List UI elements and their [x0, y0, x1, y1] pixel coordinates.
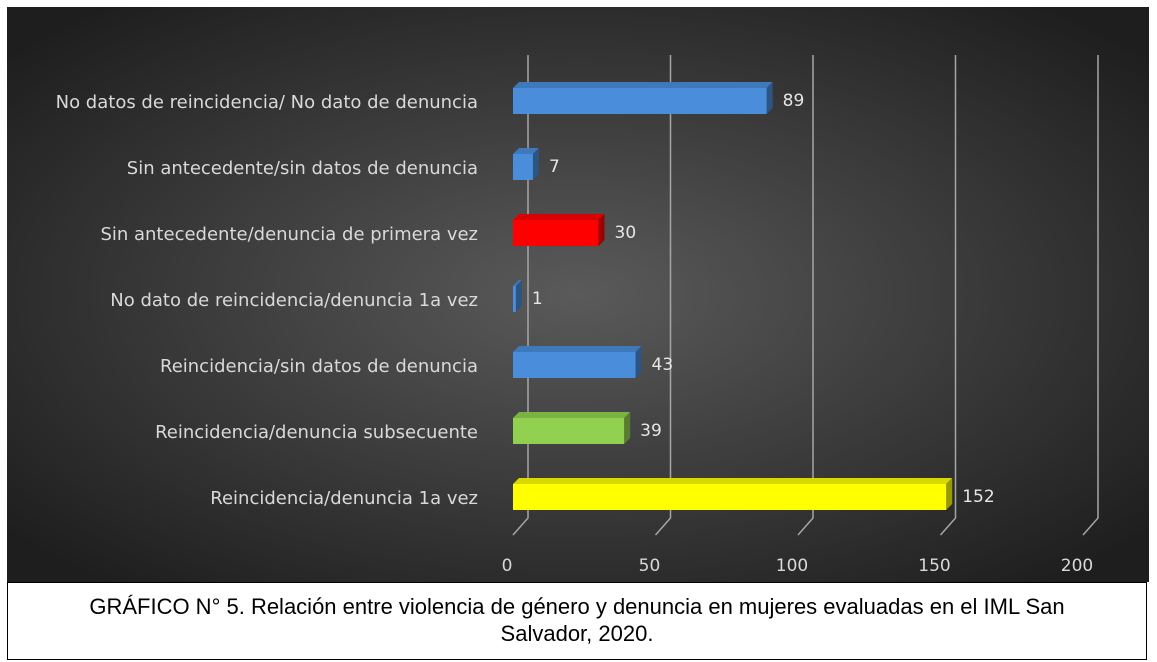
bar-top	[513, 412, 631, 418]
bar-top	[513, 280, 522, 286]
y-tick-label: Reincidencia/denuncia subsecuente	[155, 422, 478, 443]
y-tick-label: Reincidencia/denuncia 1a vez	[210, 488, 478, 509]
value-label: 43	[652, 355, 674, 375]
bar-top	[513, 214, 605, 220]
value-label: 7	[549, 157, 560, 177]
bar	[513, 154, 533, 180]
grid-line	[939, 55, 957, 536]
value-label: 152	[962, 487, 994, 507]
bar-top	[513, 82, 773, 88]
y-tick-label: Sin antecedente/sin datos de denuncia	[127, 158, 478, 179]
bar-side	[635, 346, 642, 378]
bar-top	[513, 478, 953, 484]
chart: 0 50 100 150 200 No datos de reincidencia/ No…	[7, 7, 1149, 582]
grid-line	[512, 55, 529, 536]
grid-line	[797, 55, 814, 536]
y-tick-label: No datos de reincidencia/ No dato de den…	[56, 92, 478, 113]
grid-line	[654, 55, 672, 536]
y-tick-label: Reincidencia/sin datos de denuncia	[160, 356, 478, 377]
bar-side	[532, 148, 539, 180]
bar-side	[766, 82, 773, 114]
grid-line	[1082, 55, 1099, 536]
bar	[513, 220, 599, 246]
bar	[513, 484, 947, 510]
y-tick-label: No dato de reincidencia/denuncia 1a vez	[110, 290, 478, 311]
x-tick-label: 100	[776, 556, 808, 576]
value-label: 1	[532, 289, 543, 309]
x-tick-label: 0	[502, 556, 513, 576]
value-label: 39	[640, 421, 662, 441]
x-tick-label: 50	[639, 556, 661, 576]
y-tick-label: Sin antecedente/denuncia de primera vez	[100, 224, 478, 245]
bar-top	[513, 346, 642, 352]
bar-side	[946, 478, 953, 510]
x-tick-label: 200	[1061, 556, 1093, 576]
bar	[513, 88, 767, 114]
bar-side	[598, 214, 605, 246]
bar-side	[515, 280, 522, 312]
value-label: 89	[783, 91, 805, 111]
x-tick-label: 150	[918, 556, 950, 576]
bar	[513, 352, 636, 378]
bar	[513, 418, 625, 444]
bar-side	[624, 412, 631, 444]
value-label: 30	[615, 223, 637, 243]
bar-top	[513, 148, 539, 154]
bar	[513, 286, 516, 312]
caption: GRÁFICO N° 5. Relación entre violencia d…	[7, 582, 1147, 660]
